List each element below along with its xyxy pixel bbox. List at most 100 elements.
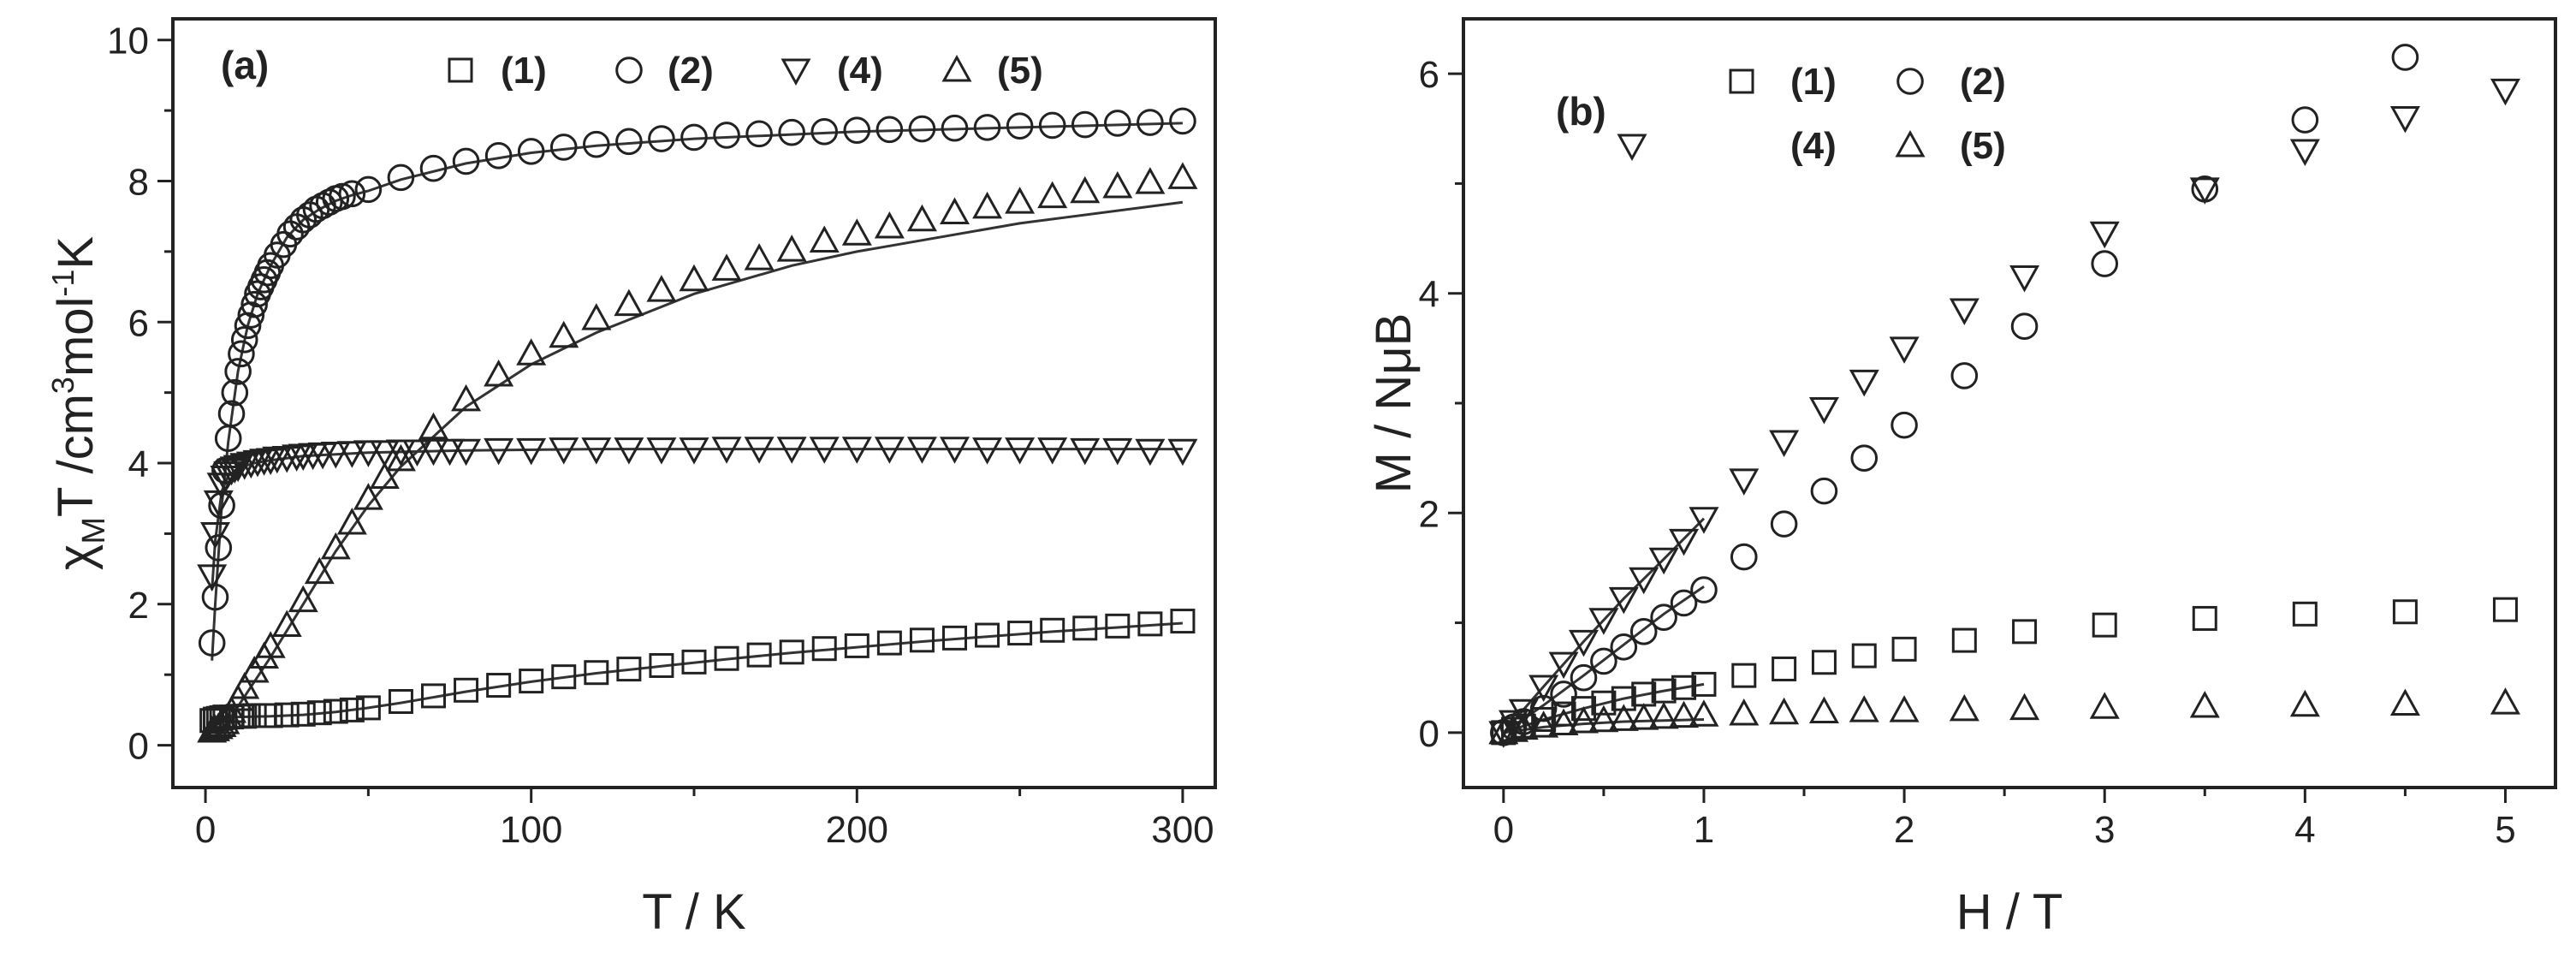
data-point-square (1691, 671, 1717, 697)
data-point-triangle-down (2189, 177, 2220, 205)
data-point-circle (387, 163, 415, 192)
y-tick-label: 8 (128, 161, 149, 203)
data-point-circle (1038, 111, 1066, 140)
data-point-circle (875, 116, 904, 144)
data-point-triangle-up (2009, 693, 2040, 721)
panel-b-legend: (1) (2) (4) (5) (1617, 61, 2006, 167)
panel-a-fit-lines (211, 122, 1184, 740)
data-point-triangle-down (2289, 139, 2320, 166)
data-point-circle (1550, 681, 1577, 708)
data-point-triangle-down (1729, 468, 1760, 496)
panel-a-label: (a) (221, 43, 269, 87)
data-point-circle (1006, 112, 1034, 140)
data-point-triangle-down (2089, 221, 2120, 249)
data-point-triangle-down (874, 437, 905, 464)
data-point-circle (1570, 663, 1598, 692)
data-point-circle (224, 358, 252, 385)
data-point-triangle-down (1005, 437, 1036, 465)
data-point-triangle-down (646, 437, 677, 465)
data-point-triangle-up (549, 320, 579, 348)
data-point-circle (1590, 647, 1617, 675)
y-tick-label: 10 (107, 21, 149, 62)
legend-label-4: (4) (1790, 125, 1837, 167)
data-point-circle (1770, 510, 1798, 538)
x-tick-label: 1 (1694, 809, 1714, 851)
data-point-square (1851, 643, 1877, 669)
data-point-circle (484, 142, 513, 169)
data-point-triangle-down (549, 437, 579, 465)
data-point-triangle-up (744, 243, 775, 270)
data-point-triangle-down (1769, 430, 1800, 457)
data-point-circle (1629, 618, 1658, 645)
data-point-triangle-down (1102, 437, 1133, 466)
data-point-triangle-up (369, 461, 400, 489)
data-point-triangle-down (451, 438, 482, 467)
data-point-circle (648, 125, 675, 152)
data-point-square (454, 677, 479, 703)
data-point-triangle-up (711, 253, 742, 281)
x-tick-label: 300 (1151, 809, 1214, 851)
data-point-triangle-down (369, 440, 400, 467)
data-point-triangle-down (235, 451, 266, 479)
x-tick-label: 5 (2495, 809, 2515, 851)
fit-line (1502, 585, 1705, 734)
data-point-square (876, 630, 902, 656)
y-label-k: K (48, 236, 104, 270)
data-point-circle (583, 130, 610, 158)
panel-a-y-axis-title: χMT /cm3mol-1K (45, 236, 112, 571)
data-point-circle (1104, 110, 1131, 137)
data-point-circle (221, 378, 249, 407)
data-point-triangle-up (940, 197, 970, 225)
data-point-triangle-up (320, 532, 351, 560)
data-point-square (1671, 675, 1697, 700)
data-point-circle (217, 400, 246, 428)
data-point-triangle-up (1102, 171, 1133, 199)
data-point-triangle-down (2490, 78, 2520, 106)
data-point-triangle-down (1037, 437, 1068, 465)
data-point-square (1531, 706, 1557, 732)
data-point-triangle-down (217, 458, 247, 486)
data-point-circle (549, 134, 578, 161)
y-label-mol: mol (48, 297, 104, 377)
data-point-triangle-up (304, 556, 335, 585)
data-point-triangle-up (1568, 705, 1599, 734)
data-point-circle (680, 123, 708, 152)
data-point-square (1170, 609, 1196, 634)
data-point-triangle-down (1629, 567, 1659, 595)
x-tick-label: 2 (1894, 809, 1914, 851)
data-point-triangle-up (418, 412, 448, 440)
data-point-triangle-down (2009, 265, 2040, 293)
y-tick-label: 6 (1419, 54, 1439, 96)
data-point-square (306, 700, 332, 726)
data-point-square (1811, 650, 1837, 675)
data-point-circle (1890, 411, 1918, 439)
data-point-circle (452, 147, 480, 175)
data-point-square (616, 657, 642, 682)
data-point-triangle-down (1548, 651, 1579, 680)
y-tick-label: 2 (128, 585, 149, 627)
data-point-triangle-up (614, 288, 644, 317)
legend-marker-triangle-down (1617, 134, 1647, 162)
data-point-triangle-up (2289, 689, 2320, 717)
data-point-triangle-down (271, 445, 302, 473)
data-point-square (1951, 627, 1977, 653)
y-label-sub-m: M (76, 517, 112, 544)
data-point-square (1772, 656, 1797, 681)
data-point-square (274, 702, 300, 728)
data-point-circle (1950, 362, 1979, 389)
data-point-square (1591, 690, 1617, 716)
data-point-triangle-up (1528, 710, 1559, 738)
data-point-triangle-down (1808, 396, 1839, 425)
data-point-triangle-up (1488, 716, 1519, 745)
data-point-triangle-up (1849, 695, 1879, 722)
data-point-triangle-up (776, 235, 807, 262)
data-point-square (2292, 601, 2318, 627)
data-point-square (1570, 696, 1596, 722)
data-point-square (975, 622, 1000, 648)
data-point-triangle-down (516, 437, 547, 466)
data-point-square (258, 703, 283, 728)
data-point-triangle-down (1669, 528, 1700, 556)
data-point-triangle-down (1889, 336, 1920, 364)
data-point-square (909, 627, 935, 653)
data-point-triangle-down (385, 439, 416, 467)
